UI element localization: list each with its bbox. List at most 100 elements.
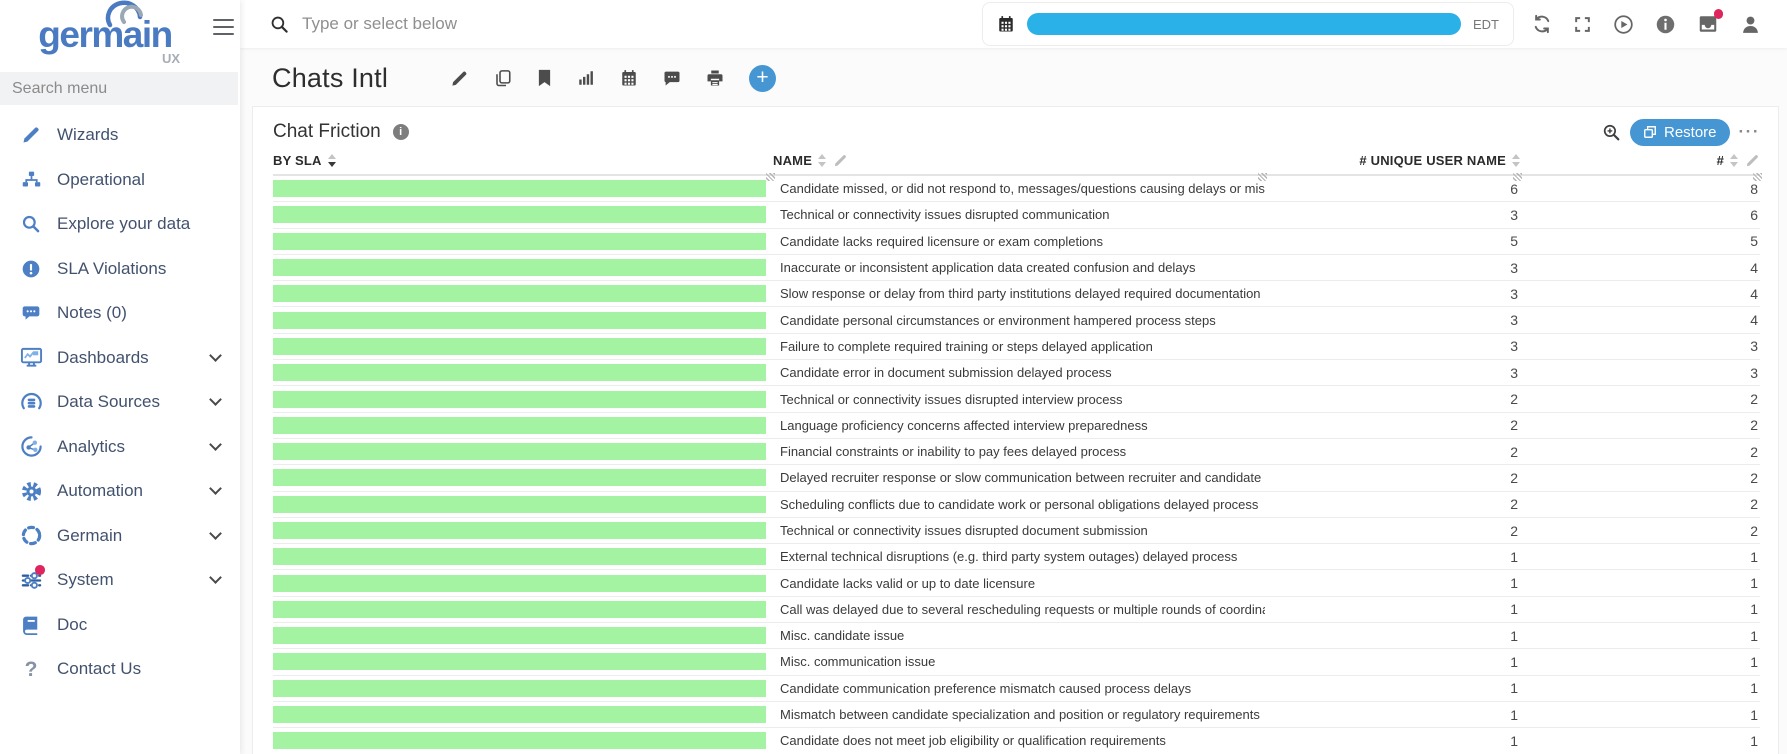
table-row[interactable]: Technical or connectivity issues disrupt… — [273, 518, 1760, 545]
restore-button[interactable]: Restore — [1629, 118, 1730, 146]
column-resize-handle[interactable] — [1258, 173, 1267, 181]
column-resize-handle[interactable] — [766, 173, 775, 181]
sidebar-search-input[interactable] — [0, 72, 238, 105]
column-header-count[interactable]: # — [1520, 153, 1762, 181]
sidebar-item-wizards[interactable]: Wizards — [0, 113, 240, 158]
edit-column-icon[interactable] — [833, 153, 848, 168]
sla-cell — [273, 574, 773, 592]
sidebar-item-sla-violations[interactable]: SLA Violations — [0, 247, 240, 292]
row-unique-user-count: 3 — [1510, 338, 1518, 355]
copy-icon[interactable] — [494, 69, 512, 87]
global-search-input[interactable] — [302, 14, 976, 34]
row-count: 2 — [1750, 443, 1758, 460]
edit-column-icon[interactable] — [1745, 153, 1760, 168]
table-row[interactable]: Candidate lacks valid or up to date lice… — [273, 570, 1760, 597]
bookmark-icon[interactable] — [537, 69, 552, 87]
column-header-by-sla[interactable]: BY SLA — [273, 153, 775, 181]
sort-icon[interactable] — [327, 154, 336, 167]
table-row[interactable]: Delayed recruiter response or slow commu… — [273, 465, 1760, 492]
sidebar-item-doc[interactable]: Doc — [0, 603, 240, 648]
database-icon — [16, 391, 46, 414]
calendar-icon[interactable] — [620, 69, 638, 87]
fullscreen-icon[interactable] — [1573, 15, 1592, 34]
inbox-icon[interactable] — [1697, 9, 1723, 35]
sidebar-item-operational[interactable]: Operational — [0, 158, 240, 203]
menu-toggle-icon[interactable] — [213, 19, 234, 36]
table-row[interactable]: Slow response or delay from third party … — [273, 281, 1760, 308]
sort-icon[interactable] — [1512, 154, 1520, 167]
sort-icon[interactable] — [818, 154, 827, 167]
comment-icon[interactable] — [663, 69, 681, 87]
table-row[interactable]: Technical or connectivity issues disrupt… — [273, 202, 1760, 229]
zoom-in-icon[interactable] — [1602, 123, 1621, 142]
sla-cell — [273, 469, 773, 487]
sidebar-item-notes-0[interactable]: Notes (0) — [0, 291, 240, 336]
print-icon[interactable] — [706, 69, 724, 87]
sla-bar — [273, 679, 766, 697]
table-row[interactable]: Candidate personal circumstances or envi… — [273, 307, 1760, 334]
sla-bar — [273, 416, 766, 434]
row-count: 2 — [1750, 391, 1758, 408]
table-row[interactable]: Failure to complete required training or… — [273, 334, 1760, 361]
alert-badge — [35, 565, 45, 575]
row-count: 1 — [1750, 680, 1758, 697]
column-resize-handle[interactable] — [1513, 173, 1522, 181]
analytics-icon — [16, 435, 46, 458]
column-header-unique-users[interactable]: # UNIQUE USER NAME — [1265, 153, 1522, 181]
table-row[interactable]: Candidate does not meet job eligibility … — [273, 728, 1760, 754]
calendar-icon — [997, 15, 1015, 33]
table-row[interactable]: Scheduling conflicts due to candidate wo… — [273, 492, 1760, 518]
row-unique-user-count: 1 — [1510, 575, 1518, 592]
column-resize-handle[interactable] — [1753, 173, 1762, 181]
refresh-icon[interactable] — [1532, 14, 1552, 34]
table-row[interactable]: Financial constraints or inability to pa… — [273, 439, 1760, 466]
sidebar-item-dashboards[interactable]: Dashboards — [0, 336, 240, 381]
page-toolbar: + — [450, 64, 777, 92]
info-icon[interactable]: i — [392, 124, 409, 140]
row-name: Candidate personal circumstances or envi… — [780, 312, 1216, 328]
sidebar-item-data-sources[interactable]: Data Sources — [0, 380, 240, 425]
row-count: 2 — [1750, 417, 1758, 434]
sla-bar — [273, 469, 766, 487]
more-options-icon[interactable]: ··· — [1738, 122, 1760, 141]
date-range-picker[interactable]: EDT — [982, 2, 1514, 46]
sidebar-item-analytics[interactable]: Analytics — [0, 425, 240, 470]
table-row[interactable]: Misc. communication issue 1 1 — [273, 649, 1760, 676]
sla-bar — [273, 522, 766, 539]
user-icon[interactable] — [1740, 14, 1761, 35]
row-unique-user-count: 2 — [1510, 391, 1518, 408]
table-row[interactable]: External technical disruptions (e.g. thi… — [273, 544, 1760, 571]
table-row[interactable]: Candidate lacks required licensure or ex… — [273, 229, 1760, 255]
sidebar-item-germain[interactable]: Germain — [0, 514, 240, 559]
add-icon[interactable]: + — [749, 64, 777, 92]
table-row[interactable]: Inaccurate or inconsistent application d… — [273, 255, 1760, 282]
sidebar-item-contact-us[interactable]: ? Contact Us — [0, 647, 240, 692]
question-icon: ? — [24, 657, 38, 681]
table-row[interactable]: Technical or connectivity issues disrupt… — [273, 386, 1760, 413]
sidebar-item-system[interactable]: System — [0, 558, 240, 603]
row-unique-user-count: 2 — [1510, 496, 1518, 513]
play-icon[interactable] — [1613, 14, 1634, 35]
table-row[interactable]: Candidate missed, or did not respond to,… — [273, 176, 1760, 203]
sla-bar — [273, 627, 766, 645]
table-row[interactable]: Call was delayed due to several reschedu… — [273, 597, 1760, 624]
sla-bar — [273, 732, 766, 750]
column-header-name[interactable]: NAME — [773, 153, 1267, 181]
info-icon[interactable] — [1655, 14, 1676, 35]
row-unique-user-count: 2 — [1510, 469, 1518, 486]
edit-icon[interactable] — [450, 69, 469, 88]
table-row[interactable]: Misc. candidate issue 1 1 — [273, 623, 1760, 650]
row-unique-user-count: 3 — [1510, 285, 1518, 302]
table-row[interactable]: Mismatch between candidate specializatio… — [273, 702, 1760, 729]
sla-cell — [273, 600, 773, 618]
sort-icon[interactable] — [1730, 154, 1738, 167]
sidebar-item-explore-your-data[interactable]: Explore your data — [0, 202, 240, 247]
table-row[interactable]: Language proficiency concerns affected i… — [273, 413, 1760, 439]
topbar: EDT — [240, 0, 1787, 48]
table-row[interactable]: Candidate error in document submission d… — [273, 360, 1760, 387]
chart-bars-icon[interactable] — [577, 69, 595, 87]
sidebar-item-automation[interactable]: Automation — [0, 469, 240, 514]
sla-cell — [273, 285, 773, 303]
table-row[interactable]: Candidate communication preference misma… — [273, 676, 1760, 702]
row-name: External technical disruptions (e.g. thi… — [780, 549, 1238, 565]
